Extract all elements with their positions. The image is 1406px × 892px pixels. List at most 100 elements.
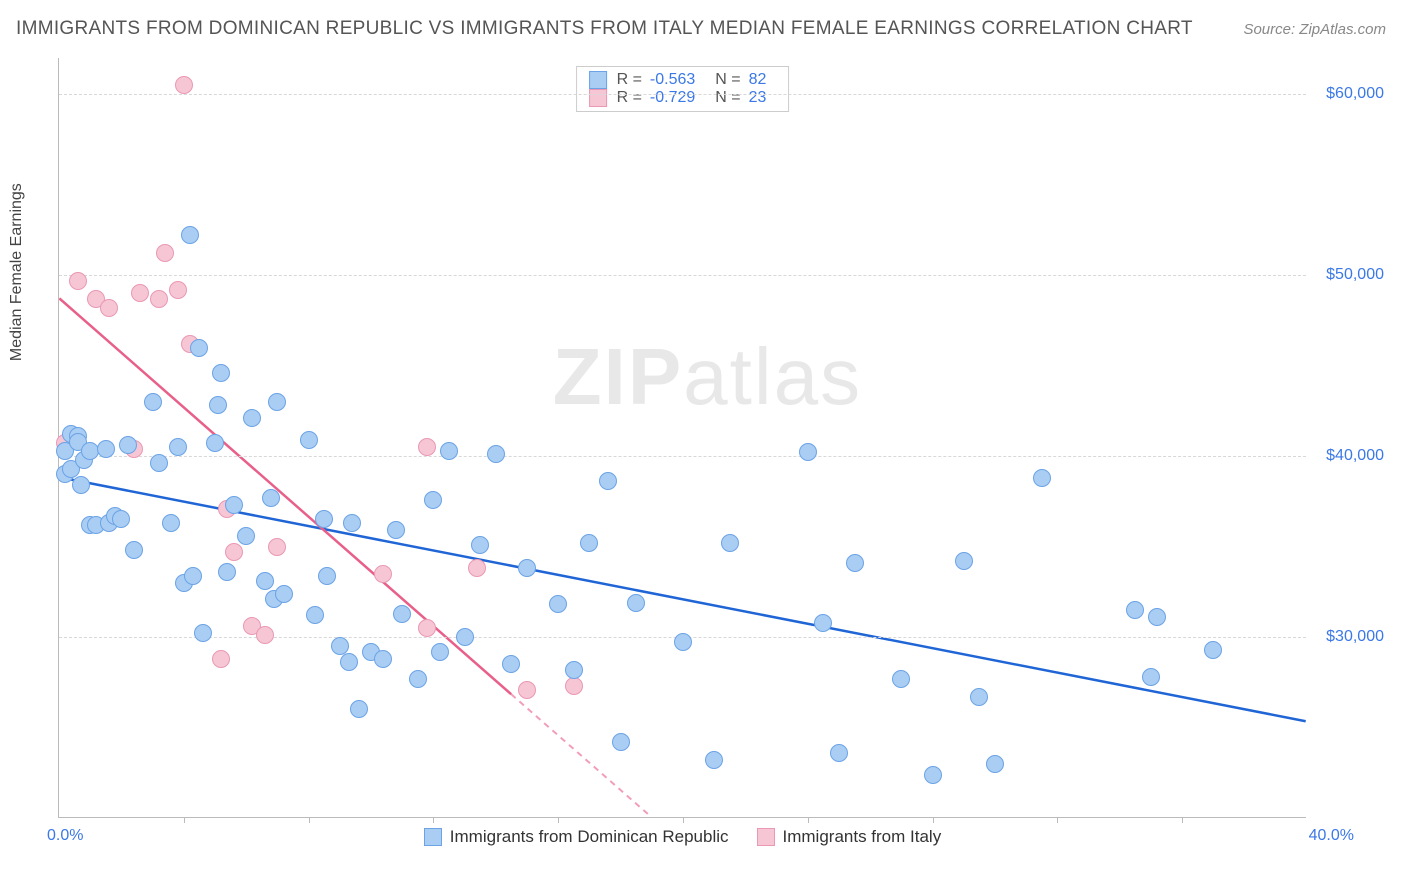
data-point [169, 281, 187, 299]
data-point [1126, 601, 1144, 619]
r-value: -0.563 [650, 71, 695, 89]
data-point [343, 514, 361, 532]
data-point [549, 595, 567, 613]
stats-legend: R = -0.563 N = 82 R = -0.729 N = 23 [576, 66, 790, 112]
data-point [468, 559, 486, 577]
x-tick [1182, 817, 1183, 823]
data-point [144, 393, 162, 411]
data-point [181, 226, 199, 244]
y-tick-label: $60,000 [1314, 85, 1384, 103]
data-point [612, 733, 630, 751]
data-point [580, 534, 598, 552]
data-point [374, 565, 392, 583]
y-tick-label: $50,000 [1314, 266, 1384, 284]
r-value: -0.729 [650, 89, 695, 107]
data-point [156, 244, 174, 262]
data-point [212, 364, 230, 382]
data-point [424, 491, 442, 509]
data-point [393, 605, 411, 623]
data-point [846, 554, 864, 572]
data-point [206, 434, 224, 452]
data-point [100, 299, 118, 317]
data-point [456, 628, 474, 646]
data-point [518, 559, 536, 577]
data-point [315, 510, 333, 528]
legend-item: Immigrants from Italy [757, 827, 942, 847]
data-point [318, 567, 336, 585]
data-point [125, 541, 143, 559]
data-point [256, 572, 274, 590]
chart-container: Median Female Earnings ZIPatlas R =-0.56… [16, 50, 1390, 850]
data-point [262, 489, 280, 507]
x-tick [1057, 817, 1058, 823]
data-point [218, 563, 236, 581]
chart-title: IMMIGRANTS FROM DOMINICAN REPUBLIC VS IM… [16, 18, 1193, 40]
data-point [72, 476, 90, 494]
legend-swatch [424, 828, 442, 846]
watermark-rest: atlas [683, 332, 862, 421]
data-point [225, 543, 243, 561]
data-point [799, 443, 817, 461]
n-label: N = [715, 71, 740, 89]
data-point [986, 755, 1004, 773]
data-point [209, 396, 227, 414]
data-point [418, 438, 436, 456]
data-point [830, 744, 848, 762]
x-tick [683, 817, 684, 823]
x-tick [933, 817, 934, 823]
r-label: R = [617, 89, 642, 107]
data-point [175, 76, 193, 94]
data-point [627, 594, 645, 612]
data-point [970, 688, 988, 706]
data-point [131, 284, 149, 302]
data-point [275, 585, 293, 603]
data-point [705, 751, 723, 769]
data-point [440, 442, 458, 460]
data-point [162, 514, 180, 532]
data-point [112, 510, 130, 528]
y-tick-label: $40,000 [1314, 447, 1384, 465]
data-point [721, 534, 739, 552]
data-point [237, 527, 255, 545]
source-attribution: Source: ZipAtlas.com [1243, 21, 1386, 38]
watermark-bold: ZIP [553, 332, 683, 421]
data-point [150, 290, 168, 308]
data-point [1033, 469, 1051, 487]
legend-swatch [589, 71, 607, 89]
data-point [374, 650, 392, 668]
data-point [268, 538, 286, 556]
data-point [97, 440, 115, 458]
legend-swatch [589, 89, 607, 107]
data-point [268, 393, 286, 411]
data-point [502, 655, 520, 673]
data-point [409, 670, 427, 688]
data-point [150, 454, 168, 472]
data-point [350, 700, 368, 718]
data-point [924, 766, 942, 784]
data-point [1204, 641, 1222, 659]
x-tick [558, 817, 559, 823]
data-point [256, 626, 274, 644]
data-point [387, 521, 405, 539]
y-tick-label: $30,000 [1314, 628, 1384, 646]
gridline [59, 456, 1306, 457]
x-axis-max-label: 40.0% [1309, 827, 1354, 845]
x-tick [433, 817, 434, 823]
data-point [487, 445, 505, 463]
data-point [169, 438, 187, 456]
header: IMMIGRANTS FROM DOMINICAN REPUBLIC VS IM… [0, 0, 1406, 46]
x-tick [808, 817, 809, 823]
x-tick [184, 817, 185, 823]
data-point [955, 552, 973, 570]
data-point [306, 606, 324, 624]
data-point [565, 661, 583, 679]
n-label: N = [715, 89, 740, 107]
data-point [190, 339, 208, 357]
data-point [225, 496, 243, 514]
n-value: 23 [749, 89, 767, 107]
series-legend: Immigrants from Dominican Republic Immigr… [59, 827, 1306, 847]
stats-legend-row: R = -0.563 N = 82 [589, 71, 777, 89]
r-label: R = [617, 71, 642, 89]
n-value: 82 [749, 71, 767, 89]
legend-label: Immigrants from Dominican Republic [450, 827, 729, 847]
